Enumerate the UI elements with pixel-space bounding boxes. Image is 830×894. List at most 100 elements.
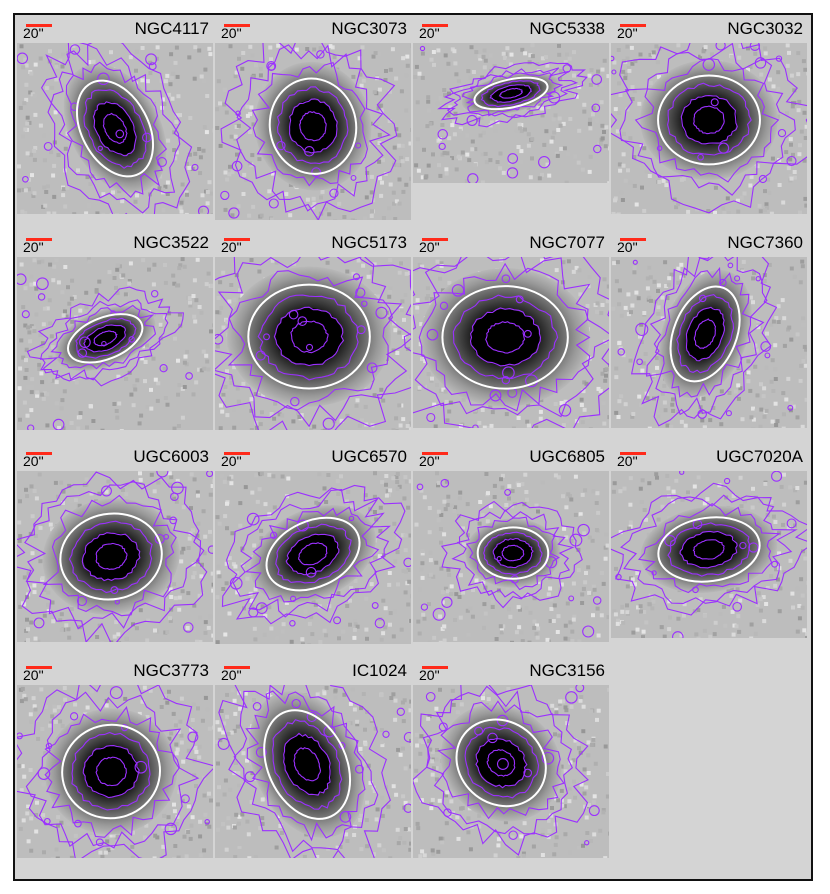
scale-label: 20": [221, 667, 242, 683]
isophote-contours: [217, 685, 411, 858]
galaxy-core: [470, 309, 540, 366]
galaxy-core: [94, 102, 136, 155]
scale-bar: [620, 24, 646, 27]
isophote-contours: [413, 685, 600, 856]
galaxy-name: NGC3156: [529, 661, 605, 680]
galaxy-name: NGC3032: [727, 19, 803, 38]
fit-ellipse: [61, 723, 162, 820]
scale-bar: [26, 238, 52, 241]
scale-bar: [422, 666, 448, 669]
galaxy-core: [84, 745, 138, 798]
galaxy-image: [611, 257, 807, 428]
fit-ellipse: [247, 283, 371, 390]
image-noise: [414, 471, 609, 642]
fit-ellipse: [265, 516, 361, 592]
isophote-contours: [221, 484, 411, 629]
galaxy-panel: 20" IC1024: [215, 661, 411, 871]
scale-bar: [26, 24, 52, 27]
galaxy-name: NGC4117: [134, 19, 209, 38]
fit-ellipse: [268, 77, 358, 175]
galaxy-name: IC1024: [352, 661, 407, 680]
galaxy-core: [681, 531, 737, 568]
galaxy-panel: 20" NGC5173: [215, 233, 411, 443]
galaxy-panel: 20" NGC5338: [413, 19, 609, 229]
scale-bar: [224, 24, 250, 27]
isophote-contours: [611, 43, 807, 214]
scale-label: 20": [221, 25, 242, 41]
galaxy-image: [413, 685, 609, 858]
scale-label: 20": [23, 667, 44, 683]
galaxy-core: [283, 734, 331, 795]
galaxy-image: [413, 471, 609, 642]
galaxy-image: [17, 257, 213, 430]
galaxy-name: NGC3073: [331, 19, 407, 38]
fit-ellipse: [67, 313, 144, 364]
scale-bar: [620, 238, 646, 241]
fit-ellipse: [75, 79, 155, 178]
galaxy-image: [611, 471, 807, 638]
scale-label: 20": [419, 667, 440, 683]
galaxy-name: UGC6805: [529, 447, 605, 466]
isophote-contours: [17, 471, 213, 642]
isophote-contours: [611, 471, 807, 638]
scale-bar: [224, 666, 250, 669]
fit-ellipse: [59, 512, 163, 601]
fit-ellipse: [657, 74, 761, 166]
galaxy-core: [287, 534, 339, 574]
galaxy-panel: 20" NGC3073: [215, 19, 411, 229]
fit-ellipse: [455, 718, 547, 808]
galaxy-panel: 20" NGC4117: [17, 19, 213, 229]
galaxy-panel: 20" NGC3032: [611, 19, 807, 229]
scale-label: 20": [617, 25, 638, 41]
isophote-contours: [17, 43, 210, 214]
scale-bar: [26, 452, 52, 455]
fit-ellipse: [473, 76, 549, 111]
galaxy-image: [413, 43, 609, 183]
galaxy-core: [680, 95, 738, 145]
scale-bar: [422, 452, 448, 455]
galaxy-name: NGC3773: [133, 661, 209, 680]
scale-label: 20": [617, 453, 638, 469]
isophote-contours: [617, 257, 794, 427]
galaxy-name: UGC7020A: [716, 447, 803, 466]
fit-ellipse: [476, 526, 550, 580]
scale-label: 20": [419, 239, 440, 255]
scale-label: 20": [23, 239, 44, 255]
galaxy-core: [476, 739, 526, 787]
galaxy-panel: 20" NGC3522: [17, 233, 213, 443]
galaxy-panel: 20" NGC7077: [413, 233, 609, 443]
galaxy-core: [275, 308, 343, 366]
galaxy-panel: 20" UGC7020A: [611, 447, 807, 657]
isophote-contours: [413, 257, 609, 428]
galaxy-name: NGC3522: [133, 233, 209, 252]
galaxy-name: UGC6570: [331, 447, 407, 466]
galaxy-name: NGC5338: [529, 19, 605, 38]
scale-bar: [26, 666, 52, 669]
scale-label: 20": [23, 453, 44, 469]
galaxy-core: [289, 99, 337, 153]
galaxy-image: [413, 257, 609, 428]
galaxy-image: [215, 257, 411, 430]
galaxy-name: NGC7077: [529, 233, 605, 252]
galaxy-image: [215, 43, 411, 220]
galaxy-image: [17, 685, 213, 858]
galaxy-image: [215, 471, 411, 644]
galaxy-image: [215, 685, 411, 858]
galaxy-image: [17, 43, 213, 214]
scale-label: 20": [617, 239, 638, 255]
fit-ellipse: [441, 285, 569, 390]
galaxy-name: UGC6003: [133, 447, 209, 466]
scale-label: 20": [419, 453, 440, 469]
galaxy-image: [17, 471, 213, 642]
fit-ellipse: [669, 285, 741, 383]
fit-ellipse: [263, 709, 352, 820]
galaxy-core: [83, 532, 139, 581]
galaxy-name: NGC5173: [331, 233, 407, 252]
scale-label: 20": [419, 25, 440, 41]
scale-bar: [224, 452, 250, 455]
scale-bar: [620, 452, 646, 455]
galaxy-name: NGC7360: [727, 233, 803, 252]
scale-bar: [422, 24, 448, 27]
galaxy-image: [611, 43, 807, 214]
galaxy-panel: 20" UGC6805: [413, 447, 609, 657]
